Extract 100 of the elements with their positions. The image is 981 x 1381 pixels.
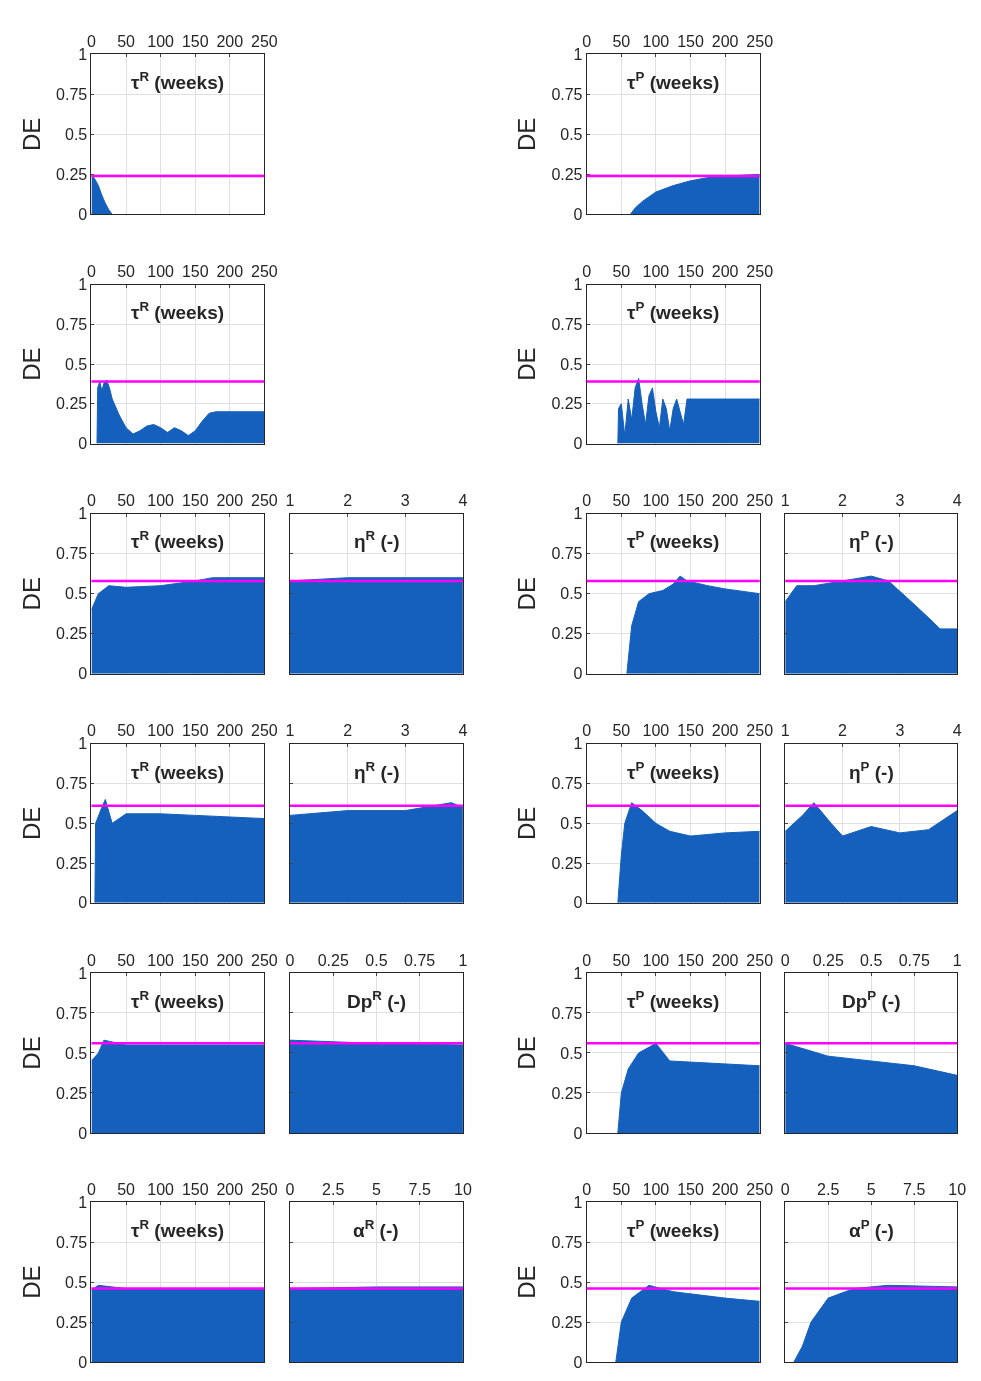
x-tick-label: 50: [612, 263, 631, 281]
x-tick-label: 100: [147, 951, 175, 969]
y-tick-label: 0: [573, 206, 583, 224]
x-tick-label: 200: [216, 722, 244, 740]
x-tick-label: 3: [895, 722, 905, 740]
text: τ$^{R}$ (weeks): [131, 528, 225, 552]
x-tick-label: 200: [216, 263, 244, 281]
text: τ$^{R}$ (weeks): [131, 988, 225, 1012]
x-tick-label: 250: [251, 951, 278, 969]
x-tick-label: 250: [746, 722, 774, 740]
x-tick-label: 50: [612, 951, 631, 969]
y-tick-label: 0.5: [560, 126, 583, 144]
x-tick-label: 150: [677, 1180, 704, 1198]
y-tick-label: 0.75: [551, 86, 583, 104]
x-tick-label: 150: [677, 951, 704, 969]
x-tick-label: 1: [952, 951, 962, 969]
x-tick-label: 200: [711, 492, 739, 510]
x-tick-label: 2: [343, 492, 353, 510]
x-tick-label: 100: [147, 33, 175, 51]
y-tick-label: 1: [78, 276, 88, 294]
x-tick-label: 4: [952, 722, 962, 740]
y-axis-title: DE: [513, 347, 541, 381]
y-tick-label: 0.25: [56, 166, 88, 184]
x-tick-label: 100: [642, 722, 670, 740]
x-tick-label: 50: [117, 492, 136, 510]
text: Dp$^{P}$ (-): [842, 988, 901, 1012]
x-tick-label: 100: [147, 1180, 175, 1198]
x-tick-label: 0.25: [812, 951, 844, 969]
text: Dp$^{R}$ (-): [347, 988, 407, 1012]
x-tick-label: 50: [612, 492, 631, 510]
y-axis-title: DE: [18, 1036, 46, 1070]
y-tick-label: 0.75: [56, 86, 88, 104]
y-tick-label: 0.5: [560, 355, 583, 373]
text: α$^{R}$ (-): [353, 1217, 399, 1241]
x-tick-label: 2: [838, 492, 848, 510]
y-tick-label: 0.25: [551, 1084, 583, 1102]
y-tick-label: 0.25: [56, 854, 88, 872]
x-tick-label: 200: [216, 951, 244, 969]
y-tick-label: 0.75: [56, 1004, 88, 1022]
y-tick-label: 0.25: [56, 625, 88, 643]
x-tick-label: 50: [612, 722, 631, 740]
x-tick-label: 0.5: [365, 951, 388, 969]
y-tick-label: 0.5: [65, 1273, 88, 1291]
x-tick-label: 5: [371, 1180, 381, 1198]
y-tick-label: 0.75: [551, 545, 583, 563]
y-tick-label: 0.25: [56, 395, 88, 413]
y-tick-label: 0.75: [56, 545, 88, 563]
y-tick-label: 0.75: [56, 315, 88, 333]
y-tick-label: 0.75: [551, 1004, 583, 1022]
x-tick-label: 250: [251, 263, 278, 281]
x-tick-label: 50: [612, 1180, 631, 1198]
y-axis-title: DE: [18, 806, 46, 841]
y-tick-label: 1: [78, 964, 88, 982]
x-tick-label: 200: [216, 1180, 244, 1198]
x-tick-label: 150: [181, 33, 209, 51]
y-axis-title: DE: [18, 347, 46, 381]
x-tick-label: 7.5: [903, 1180, 926, 1198]
y-tick-label: 0: [78, 1353, 88, 1371]
x-tick-label: 150: [677, 33, 704, 51]
x-tick-label: 3: [895, 492, 905, 510]
y-tick-label: 1: [78, 505, 88, 523]
y-tick-label: 1: [573, 1193, 583, 1211]
x-tick-label: 100: [147, 722, 175, 740]
x-tick-label: 250: [746, 951, 774, 969]
y-axis-title: DE: [18, 1265, 46, 1299]
x-tick-label: 1: [458, 951, 468, 969]
x-tick-label: 50: [117, 1180, 136, 1198]
x-tick-label: 100: [642, 33, 670, 51]
x-tick-label: 250: [251, 722, 278, 740]
x-tick-label: 250: [251, 33, 278, 51]
x-tick-label: 0.75: [898, 951, 930, 969]
x-tick-label: 100: [642, 263, 670, 281]
y-axis-title: DE: [18, 117, 46, 152]
y-tick-label: 0.5: [65, 1044, 88, 1062]
text: τ$^{P}$ (weeks): [627, 1217, 720, 1241]
x-tick-label: 150: [181, 263, 209, 281]
y-tick-label: 1: [78, 735, 88, 753]
y-tick-label: 1: [573, 735, 583, 753]
x-tick-label: 4: [458, 722, 468, 740]
text: τ$^{R}$ (weeks): [131, 759, 225, 783]
y-tick-label: 0: [78, 206, 88, 224]
text: τ$^{R}$ (weeks): [131, 69, 225, 93]
x-tick-label: 7.5: [408, 1180, 431, 1198]
y-tick-label: 0: [573, 435, 583, 453]
y-tick-label: 0.5: [560, 1044, 583, 1062]
x-tick-label: 3: [400, 492, 410, 510]
y-tick-label: 0: [573, 1124, 583, 1142]
y-tick-label: 0.25: [551, 1313, 583, 1331]
x-tick-label: 250: [746, 263, 774, 281]
x-tick-label: 4: [458, 492, 468, 510]
x-tick-label: 0: [780, 1180, 790, 1198]
y-axis-title: DE: [513, 117, 541, 152]
x-tick-label: 150: [677, 263, 704, 281]
y-tick-label: 0.25: [551, 854, 583, 872]
x-tick-label: 10: [948, 1180, 967, 1198]
y-tick-label: 0: [78, 435, 88, 453]
x-tick-label: 1: [285, 492, 295, 510]
y-tick-label: 0: [78, 665, 88, 683]
x-tick-label: 0.75: [404, 951, 436, 969]
x-tick-label: 2.5: [817, 1180, 840, 1198]
